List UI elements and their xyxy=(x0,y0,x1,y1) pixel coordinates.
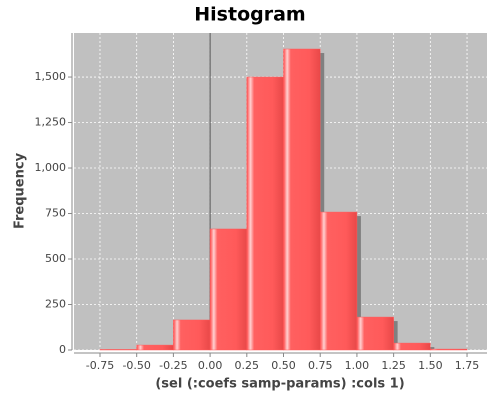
x-tick-label: 1.75 xyxy=(455,359,480,372)
x-tick-label: 0.00 xyxy=(198,359,223,372)
bar xyxy=(283,48,321,351)
bar xyxy=(430,348,468,351)
x-tick-label: -0.75 xyxy=(86,359,114,372)
chart-title: Histogram xyxy=(194,4,305,26)
x-tick-label: 0.75 xyxy=(308,359,333,372)
y-tick-label: 750 xyxy=(45,207,66,220)
bar xyxy=(209,228,248,351)
y-tick-label: 1,500 xyxy=(35,70,67,83)
bar xyxy=(173,319,211,351)
y-tick-label: 250 xyxy=(45,298,66,311)
x-tick-label: -0.25 xyxy=(159,359,187,372)
bar xyxy=(356,316,394,351)
x-tick-label: 1.25 xyxy=(381,359,406,372)
bar xyxy=(246,76,284,351)
x-tick-label: 0.25 xyxy=(235,359,260,372)
x-axis-label: (sel (:coefs samp-params) :cols 1) xyxy=(155,377,404,392)
bar xyxy=(136,344,174,351)
bar xyxy=(319,211,358,351)
y-axis-label: Frequency xyxy=(13,152,28,229)
x-tick-label: -0.50 xyxy=(122,359,150,372)
x-tick-label: 1.00 xyxy=(345,359,370,372)
x-tick-label: 1.50 xyxy=(418,359,443,372)
y-tick-label: 0 xyxy=(59,343,66,356)
x-tick-label: 0.50 xyxy=(271,359,296,372)
y-tick-label: 500 xyxy=(45,252,66,265)
y-tick-label: 1,000 xyxy=(35,161,67,174)
bar xyxy=(99,349,137,351)
y-tick-label: 1,250 xyxy=(35,116,67,129)
bar xyxy=(393,342,431,351)
